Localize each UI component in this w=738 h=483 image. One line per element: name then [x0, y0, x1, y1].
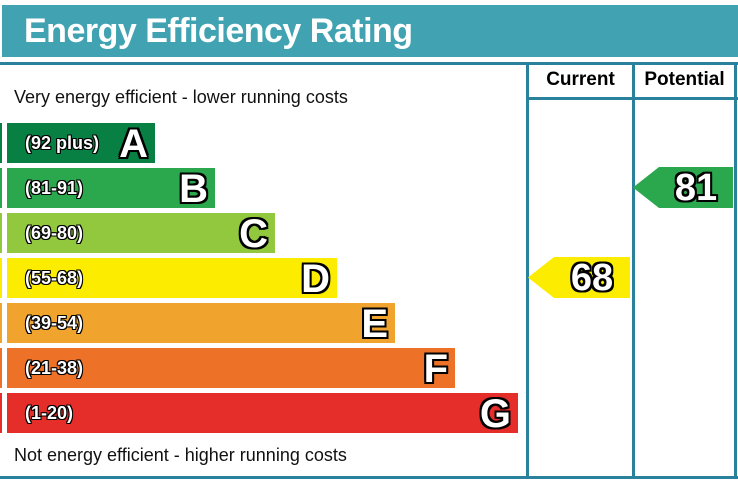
caption-very-efficient: Very energy efficient - lower running co…	[14, 87, 348, 107]
column-header-underline	[526, 97, 738, 100]
band-letter: E	[361, 302, 388, 346]
band-row-g: (1-20) G	[0, 392, 738, 436]
band-edge-sliver	[0, 168, 2, 208]
band-letter: A	[119, 122, 148, 166]
band-row-a: (92 plus) A	[0, 122, 738, 166]
band-letter: D	[301, 257, 330, 301]
band-range-label: (39-54)	[25, 312, 84, 333]
potential-column-right-border	[734, 62, 737, 479]
band-edge-sliver	[0, 348, 2, 388]
band-edge-sliver	[0, 303, 2, 343]
current-potential-divider	[632, 62, 635, 479]
band-bar-e: (39-54) E	[7, 302, 395, 346]
current-rating-value: 68	[570, 256, 614, 299]
band-letter: B	[179, 167, 208, 211]
band-bar-c: (69-80) C	[7, 212, 275, 256]
band-bar-b: (81-91) B	[7, 167, 215, 211]
band-range-label: (92 plus)	[25, 132, 100, 153]
band-edge-sliver	[0, 393, 2, 433]
band-row-d: (55-68) D	[0, 257, 738, 301]
band-row-f: (21-38) F	[0, 347, 738, 391]
band-edge-sliver	[0, 213, 2, 253]
page-title: Energy Efficiency Rating	[24, 11, 413, 50]
band-row-c: (69-80) C	[0, 212, 738, 256]
column-header-current: Current	[546, 69, 615, 90]
band-bar-d: (55-68) D	[7, 257, 337, 301]
band-edge-sliver	[0, 258, 2, 298]
band-row-e: (39-54) E	[0, 302, 738, 346]
band-letter: F	[423, 347, 448, 391]
frame-bottom-line	[0, 476, 738, 479]
band-range-label: (1-20)	[25, 402, 74, 423]
band-letter: G	[479, 392, 511, 436]
band-range-label: (55-68)	[25, 267, 84, 288]
current-column-left-border	[526, 62, 529, 479]
band-bar-f: (21-38) F	[7, 347, 455, 391]
band-range-label: (81-91)	[25, 177, 84, 198]
band-edge-sliver	[0, 123, 2, 163]
band-bar-g: (1-20) G	[7, 392, 518, 436]
potential-rating-value: 81	[674, 166, 718, 209]
band-letter: C	[239, 212, 268, 256]
band-bar-a: (92 plus) A	[7, 122, 155, 166]
caption-not-efficient: Not energy efficient - higher running co…	[14, 445, 347, 465]
frame-top-line	[0, 62, 738, 65]
title-bar: Energy Efficiency Rating	[2, 5, 738, 57]
band-range-label: (69-80)	[25, 222, 84, 243]
column-header-potential: Potential	[644, 69, 725, 90]
band-range-label: (21-38)	[25, 357, 84, 378]
band-row-b: (81-91) B	[0, 167, 738, 211]
